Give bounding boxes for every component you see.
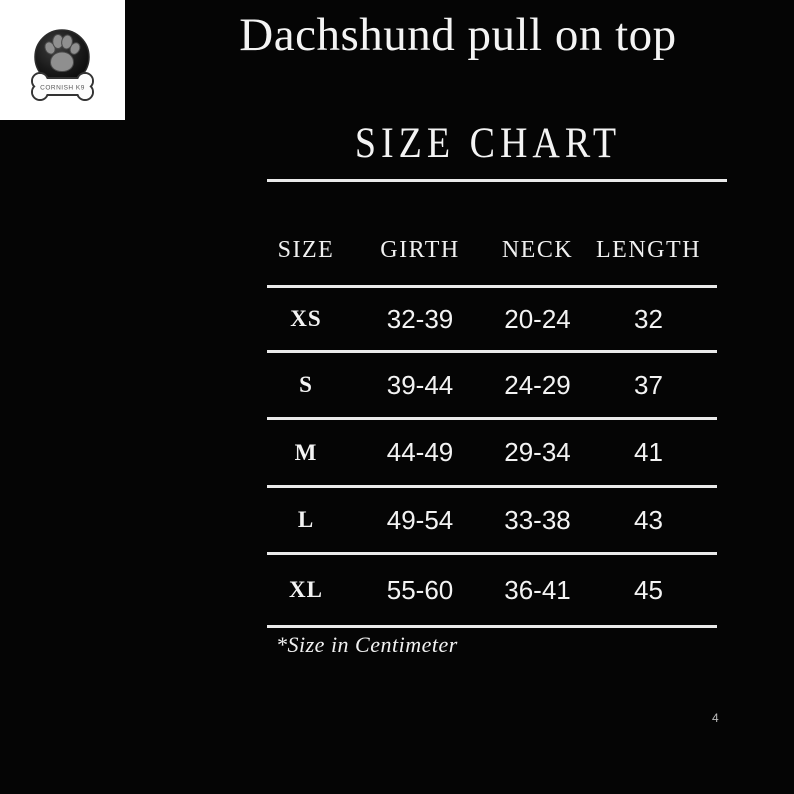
size-table: SIZE GIRTH NECK LENGTH XS 32-39 20-24 32…	[267, 182, 717, 628]
column-header-size: SIZE	[277, 237, 335, 263]
product-title: Dachshund pull on top	[239, 9, 677, 61]
brand-name-text: CORNISH K9	[40, 85, 85, 92]
size-chart-heading: SIZE CHART	[354, 119, 622, 168]
length-value: 43	[634, 504, 663, 535]
size-label: S	[299, 372, 313, 397]
size-label: XL	[289, 577, 323, 602]
neck-value: 29-34	[504, 437, 571, 467]
size-unit-note: *Size in Centimeter	[276, 632, 458, 657]
table-row: S 39-44 24-29 37	[267, 353, 717, 420]
girth-value: 39-44	[386, 369, 454, 400]
length-value: 37	[634, 369, 663, 400]
girth-value: 32-39	[386, 303, 454, 334]
bone-icon: CORNISH K9	[31, 72, 94, 101]
girth-value: 55-60	[386, 574, 454, 605]
size-label: XS	[290, 306, 322, 331]
paw-icon	[44, 34, 81, 73]
column-header-neck: NECK	[501, 237, 574, 263]
size-label: M	[294, 439, 318, 465]
neck-value: 24-29	[504, 369, 571, 400]
brand-logo: CORNISH K9	[0, 0, 125, 120]
column-header-length: LENGTH	[596, 237, 701, 263]
size-label: L	[297, 507, 315, 532]
table-row: XS 32-39 20-24 32	[267, 288, 717, 353]
neck-value: 36-41	[504, 574, 571, 605]
page-number: 4	[712, 711, 719, 725]
paw-bone-logo-icon: CORNISH K9	[31, 29, 94, 101]
girth-value: 49-54	[386, 504, 454, 535]
table-header-row: SIZE GIRTH NECK LENGTH	[267, 182, 717, 288]
column-header-girth: GIRTH	[380, 237, 460, 263]
heading-underline	[267, 179, 727, 182]
neck-value: 33-38	[504, 504, 571, 535]
length-value: 45	[634, 574, 663, 605]
neck-value: 20-24	[504, 303, 571, 334]
length-value: 32	[634, 303, 663, 334]
table-row: XL 55-60 36-41 45	[267, 555, 717, 628]
girth-value: 44-49	[386, 437, 454, 467]
table-row: M 44-49 29-34 41	[267, 420, 717, 488]
table-row: L 49-54 33-38 43	[267, 488, 717, 555]
length-value: 41	[634, 437, 663, 467]
